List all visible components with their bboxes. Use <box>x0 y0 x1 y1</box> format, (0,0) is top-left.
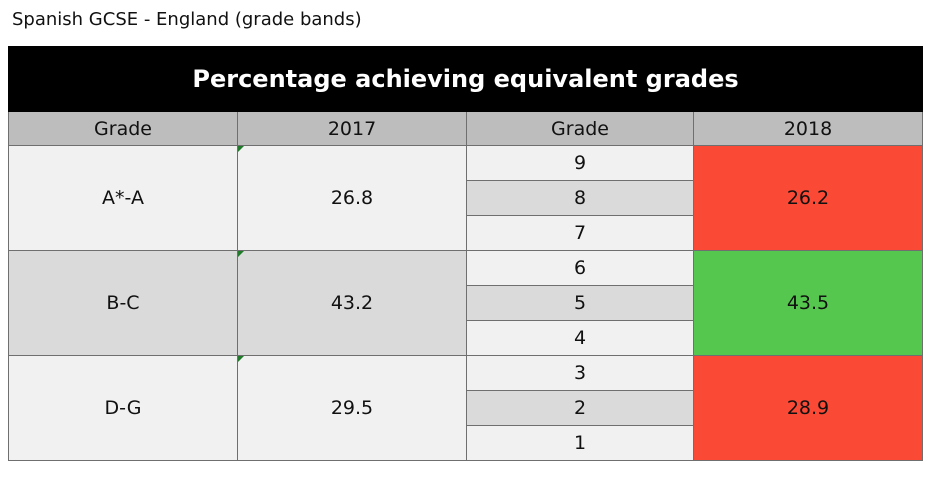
band-value-2017: 26.8 <box>237 145 467 251</box>
grade-comparison-table: Percentage achieving equivalent grades G… <box>7 46 924 461</box>
band-value-2017: 29.5 <box>237 355 467 461</box>
band-value-2018: 43.5 <box>692 250 924 356</box>
new-grade: 5 <box>466 285 694 321</box>
table-banner: Percentage achieving equivalent grades <box>7 46 924 112</box>
header-2017: 2017 <box>237 111 467 146</box>
new-grade: 2 <box>466 390 694 426</box>
header-2018: 2018 <box>692 111 924 146</box>
band-value-2017: 43.2 <box>237 250 467 356</box>
band-value-2018: 26.2 <box>692 145 924 251</box>
table-row: A*-A 26.8 9 26.2 <box>8 145 924 251</box>
band-grade: A*-A <box>8 145 238 251</box>
page-title: Spanish GCSE - England (grade bands) <box>12 9 362 30</box>
band-grade: B-C <box>8 250 238 356</box>
new-grade: 9 <box>466 145 694 181</box>
comment-marker-icon <box>238 146 244 152</box>
table-row: 4 <box>9 320 923 356</box>
new-grade: 3 <box>466 355 694 391</box>
comment-marker-icon <box>238 251 244 257</box>
band-grade: D-G <box>8 355 238 461</box>
table-row: 8 <box>9 180 923 216</box>
new-grade: 1 <box>466 425 694 461</box>
new-grade: 4 <box>466 320 694 356</box>
table-row: B-C 43.2 6 43.5 <box>8 250 924 356</box>
new-grade: 7 <box>466 215 694 251</box>
new-grade: 8 <box>466 180 694 216</box>
new-grade: 6 <box>466 250 694 286</box>
header-row: Grade 2017 Grade 2018 <box>8 111 924 146</box>
table-row: 2 <box>9 390 923 426</box>
band-value-2018: 28.9 <box>692 355 924 461</box>
comment-marker-icon <box>238 356 244 362</box>
header-grade-old: Grade <box>8 111 238 146</box>
header-grade-new: Grade <box>466 111 694 146</box>
table-row: D-G 29.5 3 28.9 <box>8 355 924 461</box>
table-row: 1 <box>9 425 923 461</box>
